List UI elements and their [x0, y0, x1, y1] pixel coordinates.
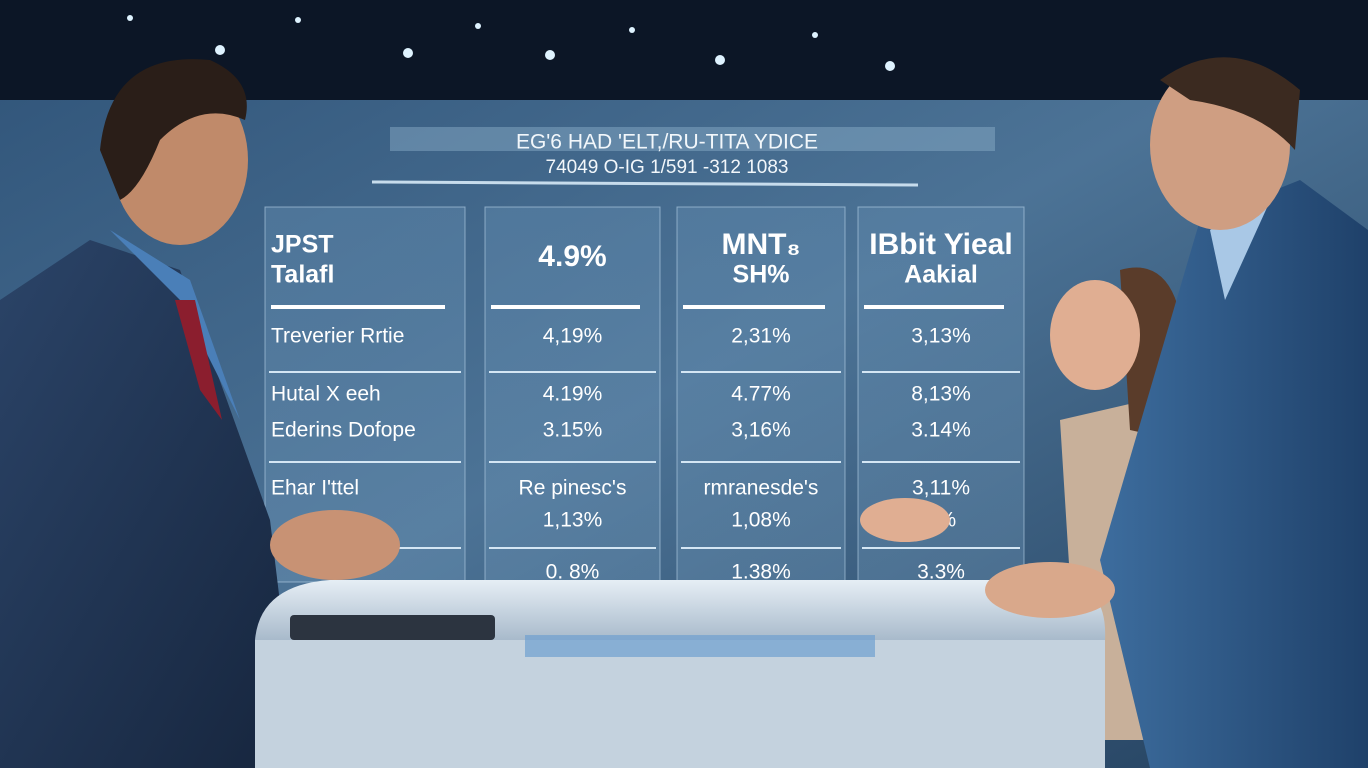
cell: 3.15%	[543, 419, 603, 442]
cell: 3,13%	[911, 325, 971, 348]
column-header: Talafl	[271, 261, 334, 289]
cell: 1,13%	[543, 509, 603, 532]
person-right-hair	[1160, 57, 1300, 150]
person-left-hands	[270, 510, 400, 580]
person-right-hands	[985, 562, 1115, 618]
person-right-shirt	[1210, 190, 1275, 300]
person-left-hair	[100, 59, 247, 200]
cell: Hutal X eeh	[271, 383, 381, 406]
person-center-hand	[860, 498, 950, 542]
cell: Ehar I'ttel	[271, 477, 359, 500]
cell: 3.14%	[911, 419, 971, 442]
person-left-tie	[175, 300, 222, 420]
cell: 8,13%	[911, 383, 971, 406]
cell: Re pinesc's	[519, 477, 627, 500]
table-column	[484, 206, 661, 583]
person-right-suit	[1100, 180, 1368, 768]
cell: 4.19%	[543, 383, 603, 406]
cell: 2,31%	[731, 325, 791, 348]
column-header: IBbit Yieal	[869, 228, 1012, 261]
column-header: SH%	[733, 261, 790, 289]
ceiling-lights	[127, 15, 895, 71]
column-header: JPST	[271, 231, 334, 259]
tablet	[290, 615, 495, 640]
column-header: Aakial	[904, 261, 978, 289]
column-header: MNT₈	[721, 228, 800, 261]
cell: 1.38%	[731, 561, 791, 584]
cell: 3.3%	[917, 561, 965, 584]
table-column	[676, 206, 846, 583]
column-header: 4.9%	[538, 240, 606, 273]
title-bar	[390, 127, 995, 151]
cell: 0. 8%	[546, 561, 600, 584]
cell: 3,11%	[912, 477, 970, 500]
paper	[525, 635, 875, 657]
cell: Treverier Rrtie	[271, 325, 404, 348]
screen-title: EG'6 HAD 'ELT,/RU-TITA YDICE	[516, 131, 818, 154]
cell: rmranesde's	[704, 477, 819, 500]
cell: 3,16%	[731, 419, 791, 442]
cell: 4,19%	[543, 325, 603, 348]
desk-front	[255, 640, 1105, 768]
cell: Ederins Dofope	[271, 419, 416, 442]
title-rule	[371, 180, 919, 187]
cell: 1,08%	[731, 509, 791, 532]
screen-subtitle: 74049 O-IG 1/591 -312 1083	[546, 157, 789, 178]
person-center-head	[1050, 280, 1140, 390]
cell: 4.77%	[731, 383, 791, 406]
person-left-suit	[0, 240, 300, 768]
